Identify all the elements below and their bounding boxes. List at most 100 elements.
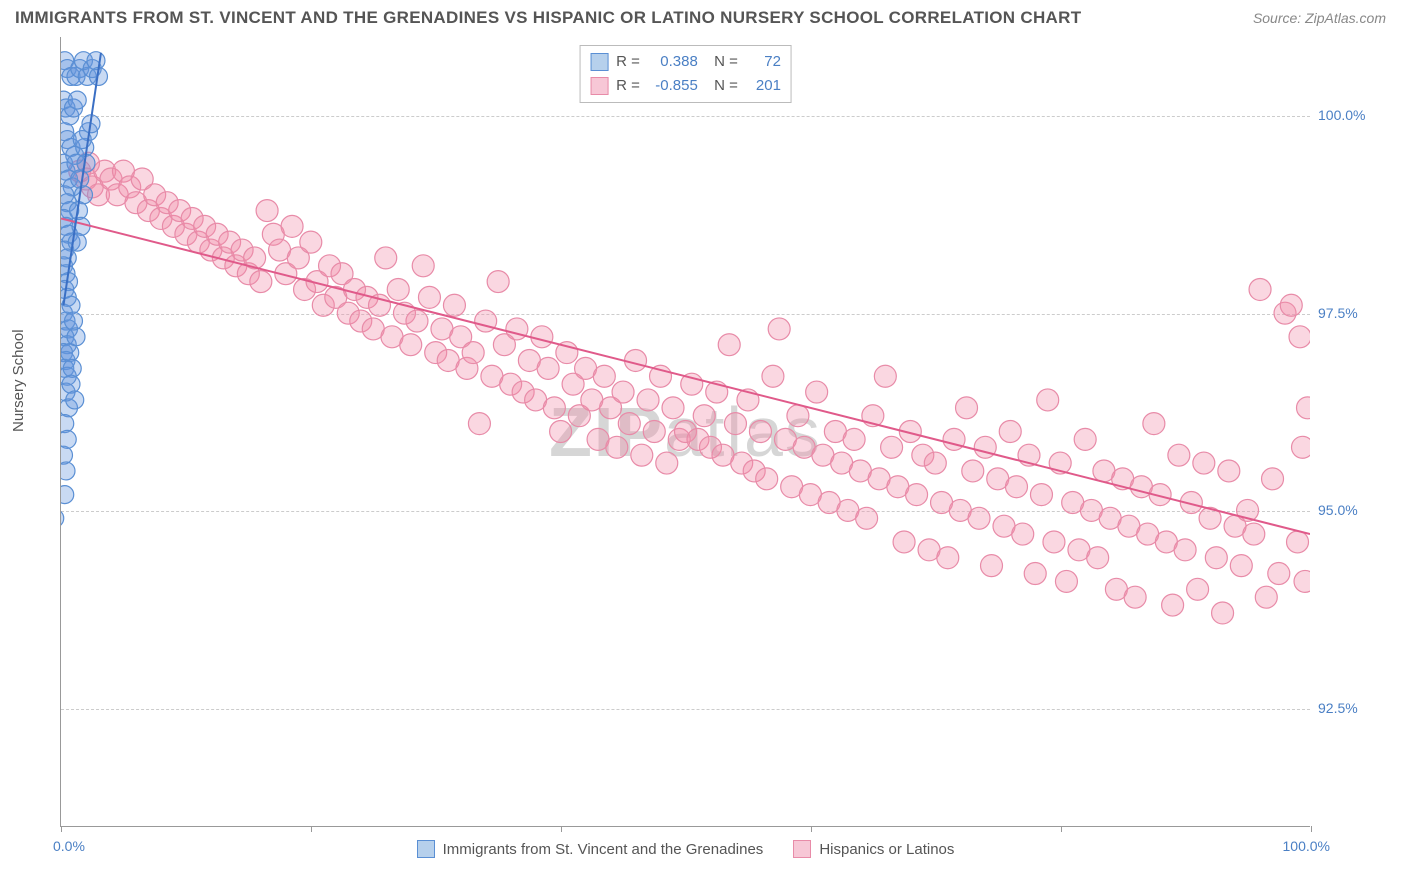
scatter-point: [443, 294, 465, 316]
scatter-point: [543, 397, 565, 419]
x-tick: [61, 826, 62, 832]
scatter-point: [418, 286, 440, 308]
scatter-point: [1168, 444, 1190, 466]
scatter-point: [768, 318, 790, 340]
scatter-point: [593, 365, 615, 387]
scatter-point: [1087, 547, 1109, 569]
stat-r-label: R =: [616, 50, 640, 74]
scatter-point: [1255, 586, 1277, 608]
scatter-point: [256, 200, 278, 222]
legend-stats: R = 0.388 N = 72 R = -0.855 N = 201: [579, 45, 792, 103]
scatter-point: [881, 436, 903, 458]
scatter-point: [61, 344, 79, 362]
x-tick: [1061, 826, 1062, 832]
scatter-point: [537, 357, 559, 379]
y-axis-label: Nursery School: [10, 329, 27, 432]
legend-bottom-item: Immigrants from St. Vincent and the Gren…: [417, 840, 764, 858]
scatter-point: [762, 365, 784, 387]
scatter-point: [1193, 452, 1215, 474]
scatter-point: [1124, 586, 1146, 608]
x-tick: [311, 826, 312, 832]
scatter-point: [400, 334, 422, 356]
scatter-point: [787, 405, 809, 427]
chart-header: IMMIGRANTS FROM ST. VINCENT AND THE GREN…: [0, 0, 1406, 32]
scatter-point: [1212, 602, 1234, 624]
scatter-point: [1037, 389, 1059, 411]
legend-series-label: Immigrants from St. Vincent and the Gren…: [443, 841, 764, 858]
scatter-point: [631, 444, 653, 466]
scatter-point: [1218, 460, 1240, 482]
scatter-point: [1243, 523, 1265, 545]
scatter-point: [462, 342, 484, 364]
scatter-point: [806, 381, 828, 403]
x-tick: [561, 826, 562, 832]
x-tick-label-max: 100.0%: [1283, 838, 1330, 854]
scatter-point: [606, 436, 628, 458]
legend-stat-row: R = -0.855 N = 201: [590, 74, 781, 98]
scatter-point: [1268, 563, 1290, 585]
legend-swatch: [590, 53, 608, 71]
scatter-point: [468, 413, 490, 435]
scatter-point: [66, 391, 84, 409]
scatter-point: [968, 507, 990, 529]
stat-n-value: 201: [746, 74, 781, 98]
scatter-point: [87, 52, 105, 70]
legend-stat-row: R = 0.388 N = 72: [590, 50, 781, 74]
legend-bottom-item: Hispanics or Latinos: [793, 840, 954, 858]
scatter-point: [981, 555, 1003, 577]
plot-area: ZIPatlas 92.5%95.0%97.5%100.0% R = 0.388…: [60, 37, 1310, 827]
scatter-point: [1289, 326, 1310, 348]
legend-series-label: Hispanics or Latinos: [819, 841, 954, 858]
scatter-point: [662, 397, 684, 419]
scatter-point: [61, 462, 75, 480]
scatter-point: [1012, 523, 1034, 545]
scatter-point: [756, 468, 778, 490]
scatter-point: [1187, 578, 1209, 600]
scatter-point: [843, 428, 865, 450]
scatter-point: [1249, 278, 1271, 300]
scatter-point: [937, 547, 959, 569]
scatter-point: [1262, 468, 1284, 490]
scatter-point: [956, 397, 978, 419]
scatter-point: [387, 278, 409, 300]
x-tick: [1311, 826, 1312, 832]
scatter-point: [618, 413, 640, 435]
scatter-point: [1287, 531, 1309, 553]
regression-line: [61, 218, 1310, 534]
scatter-point: [1297, 397, 1310, 419]
scatter-point: [718, 334, 740, 356]
legend-swatch: [793, 840, 811, 858]
scatter-point: [893, 531, 915, 553]
scatter-point: [1292, 436, 1310, 458]
y-tick-label: 97.5%: [1318, 305, 1378, 321]
scatter-point: [1143, 413, 1165, 435]
legend-swatch: [590, 77, 608, 95]
scatter-point: [625, 350, 647, 372]
scatter-point: [637, 389, 659, 411]
scatter-point: [550, 421, 572, 443]
scatter-point: [375, 247, 397, 269]
x-tick: [811, 826, 812, 832]
scatter-point: [749, 421, 771, 443]
scatter-point: [1230, 555, 1252, 577]
scatter-point: [487, 271, 509, 293]
x-tick-label-min: 0.0%: [53, 838, 85, 854]
scatter-point: [64, 312, 82, 330]
scatter-point: [1280, 294, 1302, 316]
y-tick-label: 100.0%: [1318, 107, 1378, 123]
scatter-point: [962, 460, 984, 482]
scatter-point: [656, 452, 678, 474]
scatter-point: [1005, 476, 1027, 498]
scatter-point: [924, 452, 946, 474]
scatter-point: [68, 91, 86, 109]
y-tick-label: 95.0%: [1318, 502, 1378, 518]
stat-r-label: R =: [616, 74, 640, 98]
scatter-point: [250, 271, 272, 293]
scatter-point: [281, 215, 303, 237]
scatter-point: [1205, 547, 1227, 569]
scatter-point: [61, 486, 74, 504]
scatter-point: [1024, 563, 1046, 585]
stat-n-value: 72: [746, 50, 781, 74]
scatter-point: [412, 255, 434, 277]
scatter-point: [693, 405, 715, 427]
